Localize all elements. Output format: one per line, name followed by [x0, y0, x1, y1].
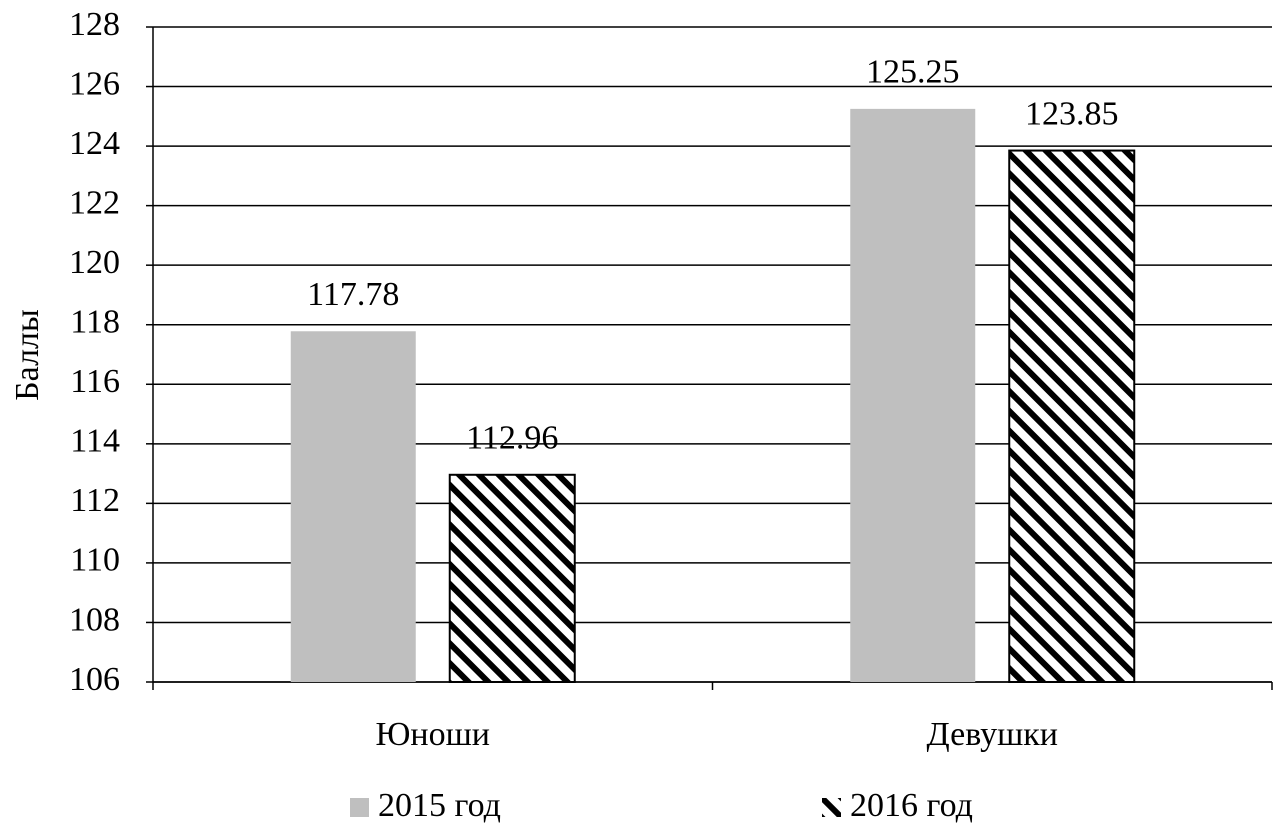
bar	[1008, 149, 1136, 683]
y-axis-label: Баллы	[9, 309, 46, 401]
y-tick-label: 124	[69, 125, 120, 162]
data-label: 123.85	[1025, 95, 1119, 132]
x-tick-label: Девушки	[927, 716, 1058, 753]
legend-swatch	[822, 798, 841, 817]
legend-label: 2016 год	[850, 787, 973, 824]
y-tick-label: 114	[70, 423, 120, 460]
y-tick-label: 110	[70, 542, 120, 579]
data-label: 125.25	[866, 54, 960, 91]
y-tick-label: 118	[70, 304, 120, 341]
bar	[448, 473, 576, 684]
y-tick-label: 112	[70, 482, 120, 519]
y-tick-label: 116	[70, 363, 120, 400]
legend-swatch	[350, 798, 369, 817]
bar	[850, 108, 976, 682]
y-tick-label: 126	[69, 65, 120, 102]
data-label: 112.96	[466, 420, 558, 457]
y-tick-label: 120	[69, 244, 120, 281]
data-label: 117.78	[307, 276, 399, 313]
x-tick-label: Юноши	[375, 716, 490, 753]
bar	[290, 331, 416, 682]
y-tick-label: 128	[69, 6, 120, 43]
y-tick-label: 106	[69, 661, 120, 698]
y-tick-label: 108	[69, 601, 120, 638]
legend-label: 2015 год	[378, 787, 501, 824]
y-tick-label: 122	[69, 184, 120, 221]
